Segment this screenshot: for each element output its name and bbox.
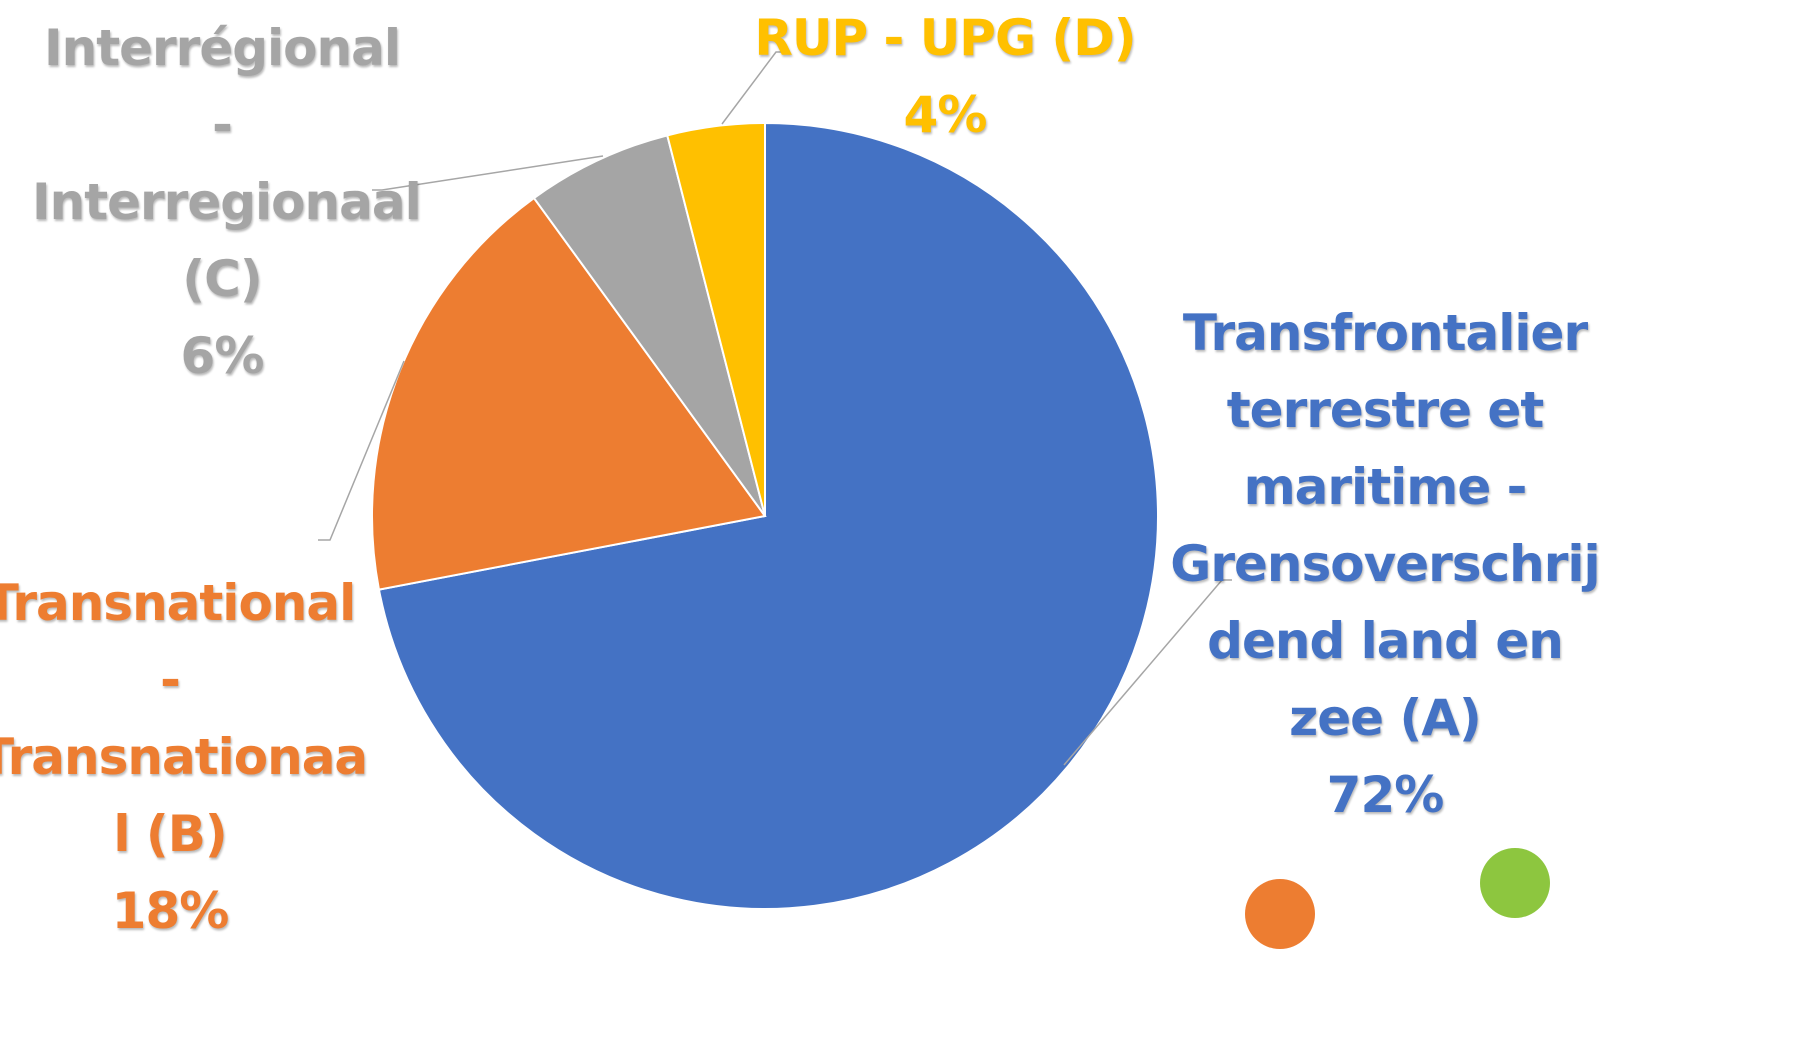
slice-label-c-line: - [212, 96, 233, 154]
slice-label-c-line: Interregionaal [32, 173, 422, 231]
leader-line-c [372, 155, 604, 191]
slice-label-b-line: l (B) [113, 805, 227, 863]
pie-slice-a [377, 121, 1159, 910]
leader-line-a [1063, 579, 1232, 766]
slice-label-b-line: Transnational [0, 574, 356, 632]
slice-label-d-line: RUP - UPG (D) [754, 9, 1136, 67]
slice-label-a-line: Grensoverschrij [1170, 535, 1600, 593]
leader-line-d [721, 51, 790, 125]
slice-label-b: Transnational - Transnationaa l (B) 18% [0, 565, 368, 950]
slice-label-a-line: maritime - [1243, 458, 1528, 516]
decorative-green-circle [1480, 848, 1550, 918]
slice-label-c-line: Interrégional [44, 19, 401, 77]
slice-label-d-percent: 4% [903, 86, 988, 144]
slice-label-c-percent: 6% [180, 327, 265, 385]
slice-label-a-line: dend land en [1207, 612, 1564, 670]
slice-label-a: Transfrontalier terrestre et maritime - … [1155, 295, 1615, 834]
pie-slice-d [666, 121, 766, 517]
pie-slice-c [532, 134, 766, 517]
slice-label-a-line: zee (A) [1289, 689, 1482, 747]
slice-label-b-line: - [160, 651, 181, 709]
slice-label-c-line: (C) [182, 250, 262, 308]
leader-line-b [318, 360, 405, 541]
slice-label-a-percent: 72% [1326, 766, 1445, 824]
decorative-orange-circle [1245, 879, 1315, 949]
slice-label-d: RUP - UPG (D) 4% [735, 0, 1155, 154]
slice-label-a-line: terrestre et [1226, 381, 1545, 439]
slice-label-b-percent: 18% [111, 882, 230, 940]
slice-label-b-line: Transnationaa [0, 728, 368, 786]
slice-label-c: Interrégional - Interregionaal (C) 6% [32, 10, 422, 395]
slice-label-a-line: Transfrontalier [1182, 304, 1588, 362]
